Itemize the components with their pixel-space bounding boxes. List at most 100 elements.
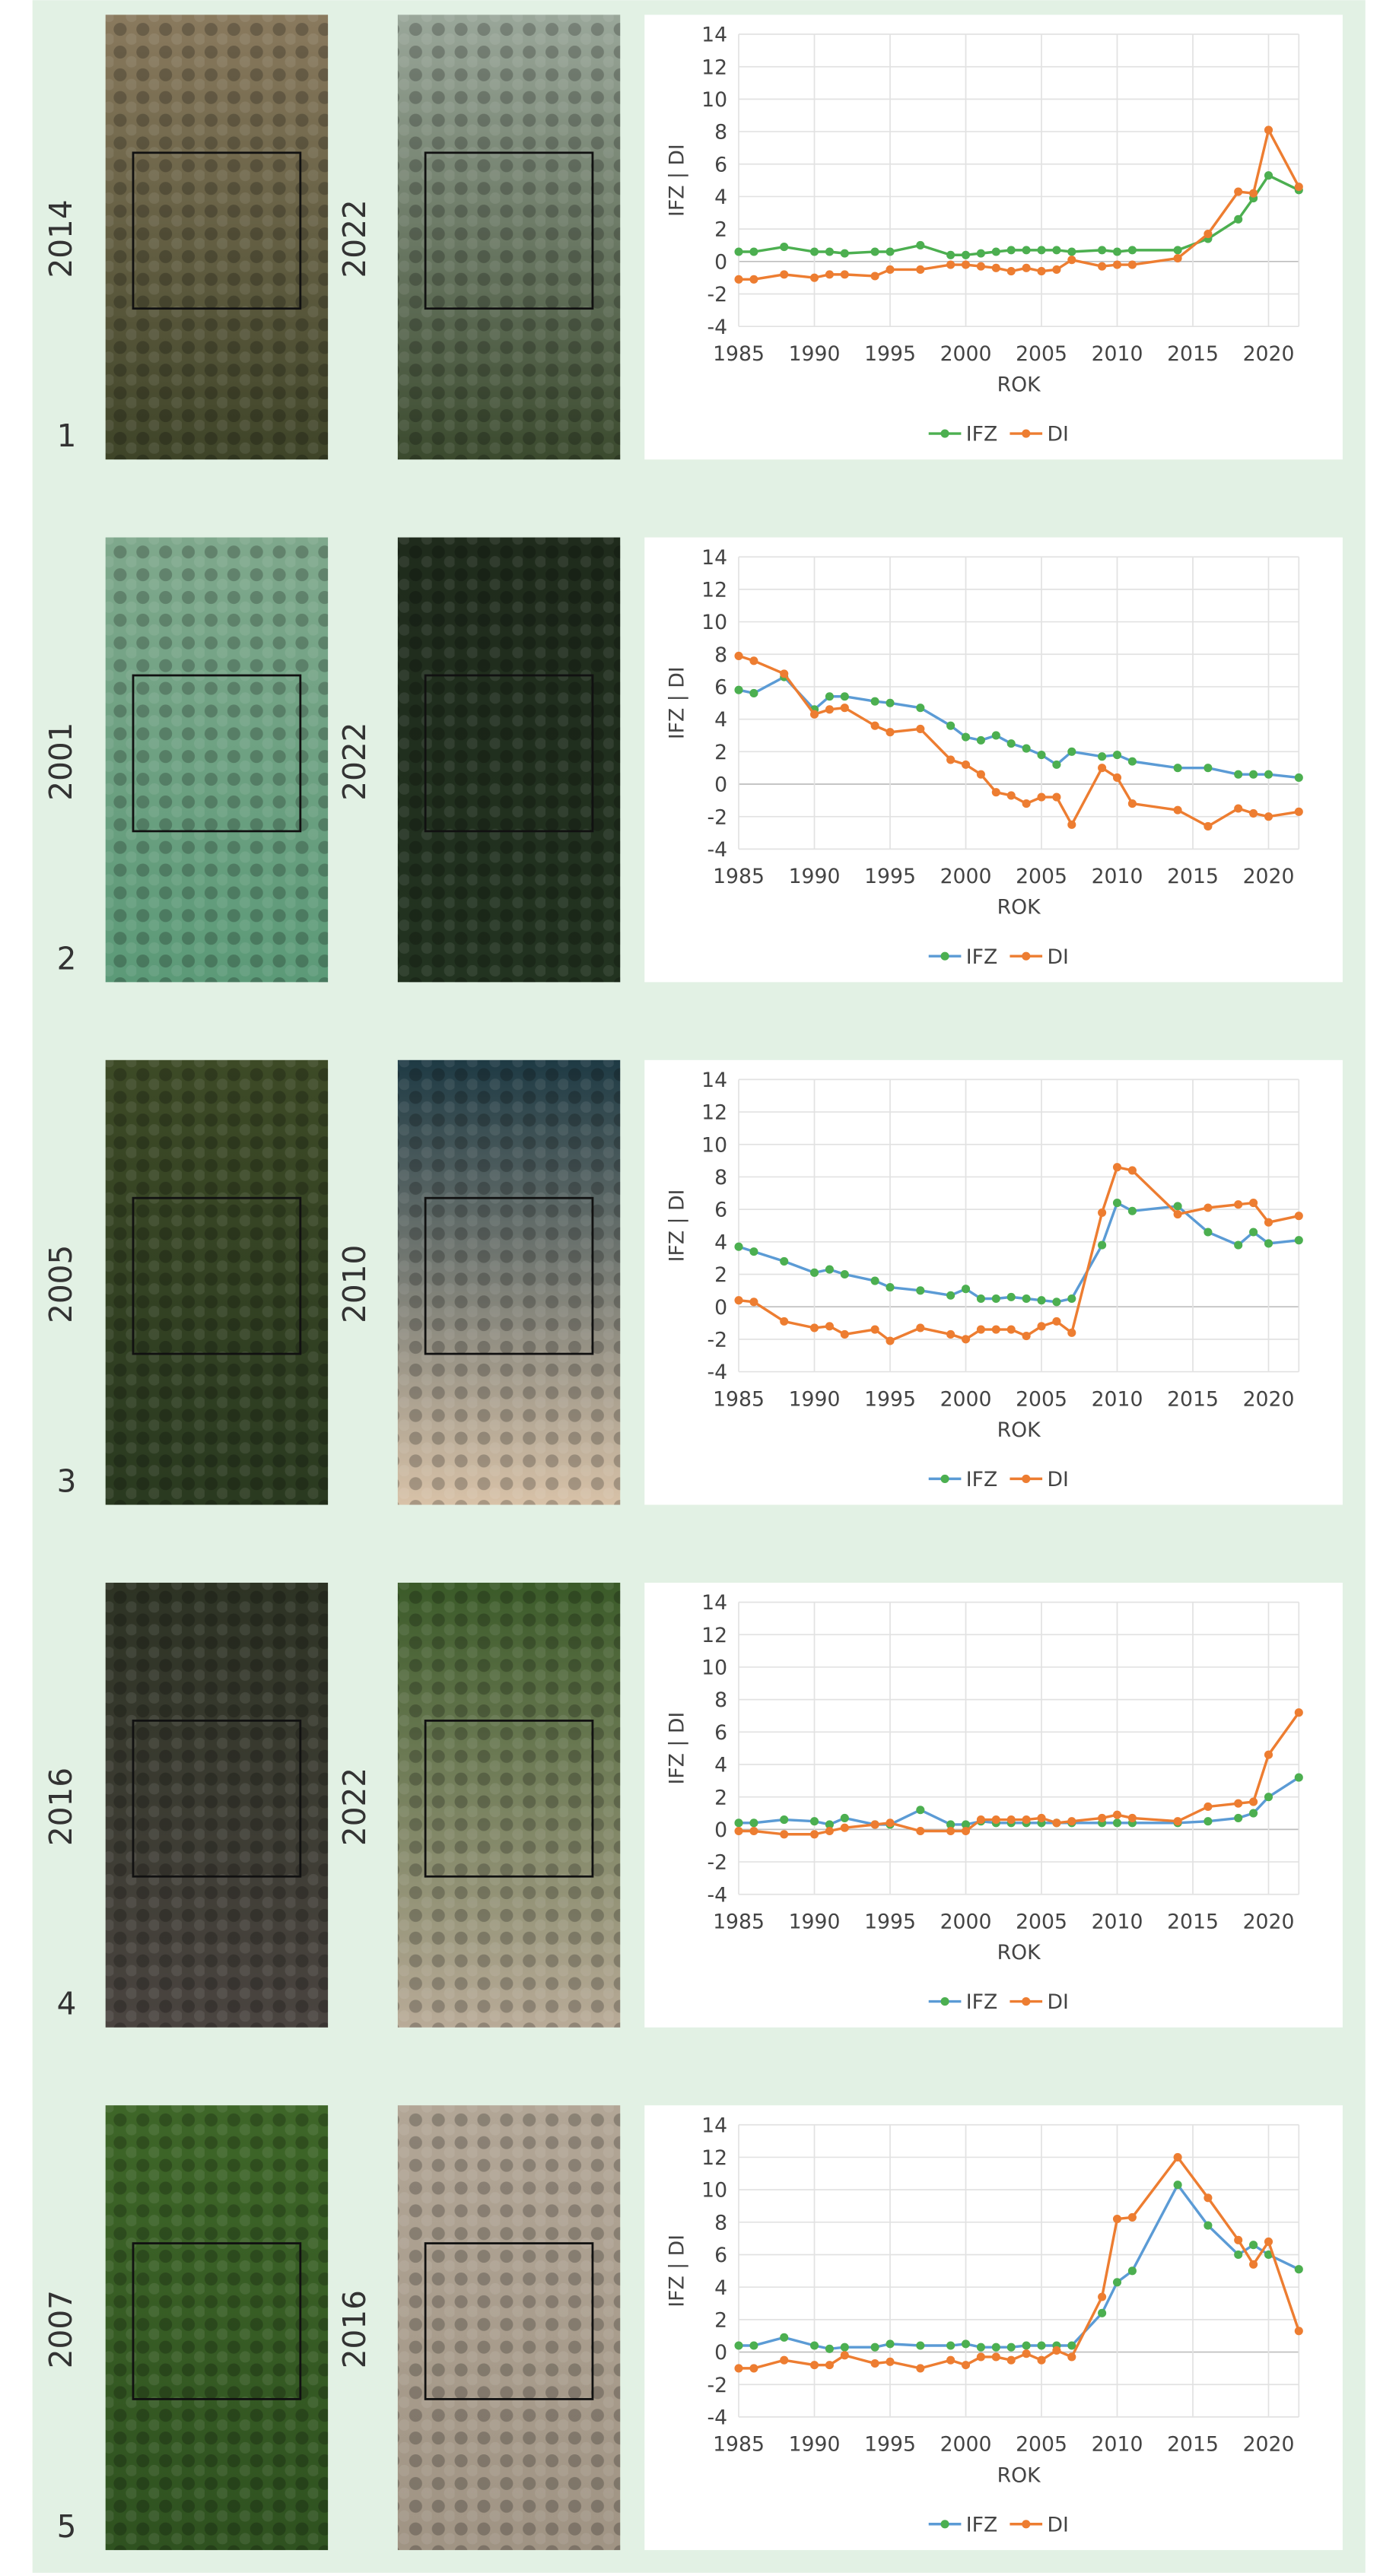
x-tick-label: 1985	[713, 342, 765, 366]
data-point	[1204, 1817, 1213, 1826]
x-tick-label: 1990	[789, 865, 841, 888]
data-point	[825, 2344, 834, 2353]
x-tick-label: 1995	[864, 2433, 916, 2457]
year-label: 2005	[43, 1245, 79, 1323]
row-number: 3	[57, 1463, 77, 1499]
data-point	[1204, 1203, 1213, 1212]
data-point	[886, 698, 895, 707]
x-tick-label: 2015	[1167, 1387, 1219, 1411]
data-point	[886, 2357, 895, 2366]
x-tick-label: 2015	[1167, 1911, 1219, 1934]
data-point	[749, 1818, 758, 1828]
data-point	[870, 1820, 879, 1829]
data-point	[825, 705, 834, 714]
y-tick-label: 2	[714, 218, 727, 242]
data-point	[825, 1265, 834, 1274]
data-point	[809, 710, 819, 719]
data-point	[1294, 1708, 1303, 1717]
y-tick-label: 0	[714, 1818, 727, 1842]
data-point	[961, 2361, 971, 2370]
data-point	[946, 250, 956, 259]
data-point	[1127, 1166, 1137, 1175]
y-tick-label: 10	[701, 88, 727, 112]
data-point	[1098, 2292, 1107, 2301]
data-point	[870, 247, 879, 256]
data-point	[1173, 1209, 1182, 1219]
y-tick-label: 14	[701, 24, 727, 47]
data-point	[1098, 262, 1107, 271]
legend-label: IFZ	[966, 423, 997, 446]
data-point	[1052, 1317, 1061, 1326]
data-point	[780, 2333, 789, 2342]
x-tick-label: 1990	[789, 1911, 841, 1934]
y-tick-label: 0	[714, 2341, 727, 2365]
data-point	[780, 1256, 789, 1266]
data-point	[780, 2355, 789, 2365]
data-point	[1006, 2355, 1016, 2365]
data-point	[1249, 189, 1258, 198]
data-point	[1037, 1296, 1046, 1305]
x-tick-label: 2000	[940, 1387, 992, 1411]
data-point	[1127, 2212, 1137, 2222]
data-point	[916, 1323, 925, 1332]
data-point	[1098, 1240, 1107, 1250]
y-tick-label: 0	[714, 250, 727, 274]
data-point	[870, 272, 879, 281]
data-point	[991, 788, 1000, 797]
data-point	[825, 2361, 834, 2370]
data-point	[1249, 1797, 1258, 1806]
data-point	[1204, 764, 1213, 773]
y-axis-title: IFZ | DI	[665, 144, 688, 217]
x-tick-label: 2010	[1092, 2433, 1143, 2457]
data-point	[961, 260, 971, 269]
data-point	[946, 1291, 956, 1300]
data-point	[1067, 1328, 1076, 1337]
x-tick-label: 2015	[1167, 2433, 1219, 2457]
data-point	[840, 692, 849, 701]
data-point	[1112, 2278, 1122, 2287]
x-axis-title: ROK	[997, 373, 1042, 397]
data-point	[946, 755, 956, 764]
data-point	[946, 2341, 956, 2350]
chart-area	[644, 537, 1343, 983]
data-point	[780, 1317, 789, 1326]
data-point	[749, 1826, 758, 1836]
data-point	[1249, 770, 1258, 779]
y-tick-label: 0	[714, 773, 727, 797]
data-point	[1006, 1292, 1016, 1301]
data-point	[749, 1298, 758, 1307]
data-point	[1067, 2341, 1076, 2350]
data-point	[976, 735, 985, 745]
y-tick-label: 4	[714, 708, 727, 732]
data-point	[1234, 2250, 1243, 2260]
x-tick-label: 2015	[1167, 342, 1219, 366]
data-point	[1067, 820, 1076, 829]
data-point	[1173, 764, 1182, 773]
y-tick-label: 4	[714, 1231, 727, 1254]
y-tick-label: 6	[714, 153, 727, 176]
y-tick-label: 8	[714, 121, 727, 145]
chart-area	[644, 1059, 1343, 1505]
y-tick-label: -4	[707, 316, 727, 339]
data-point	[1249, 2241, 1258, 2250]
y-tick-label: 12	[701, 1624, 727, 1647]
data-point	[1112, 260, 1122, 269]
data-point	[961, 250, 971, 259]
x-tick-label: 2010	[1092, 342, 1143, 366]
data-point	[840, 270, 849, 279]
data-point	[1098, 2308, 1107, 2317]
data-point	[916, 265, 925, 275]
data-point	[1067, 747, 1076, 756]
data-point	[916, 2341, 925, 2350]
year-label: 2007	[43, 2290, 79, 2368]
y-axis-title: IFZ | DI	[665, 2235, 688, 2308]
data-point	[1022, 744, 1031, 753]
data-point	[825, 692, 834, 701]
data-point	[1112, 1810, 1122, 1819]
data-point	[734, 685, 743, 694]
data-point	[1037, 751, 1046, 760]
y-tick-label: 12	[701, 578, 727, 602]
data-point	[1173, 805, 1182, 815]
legend-marker	[1022, 1997, 1031, 2006]
